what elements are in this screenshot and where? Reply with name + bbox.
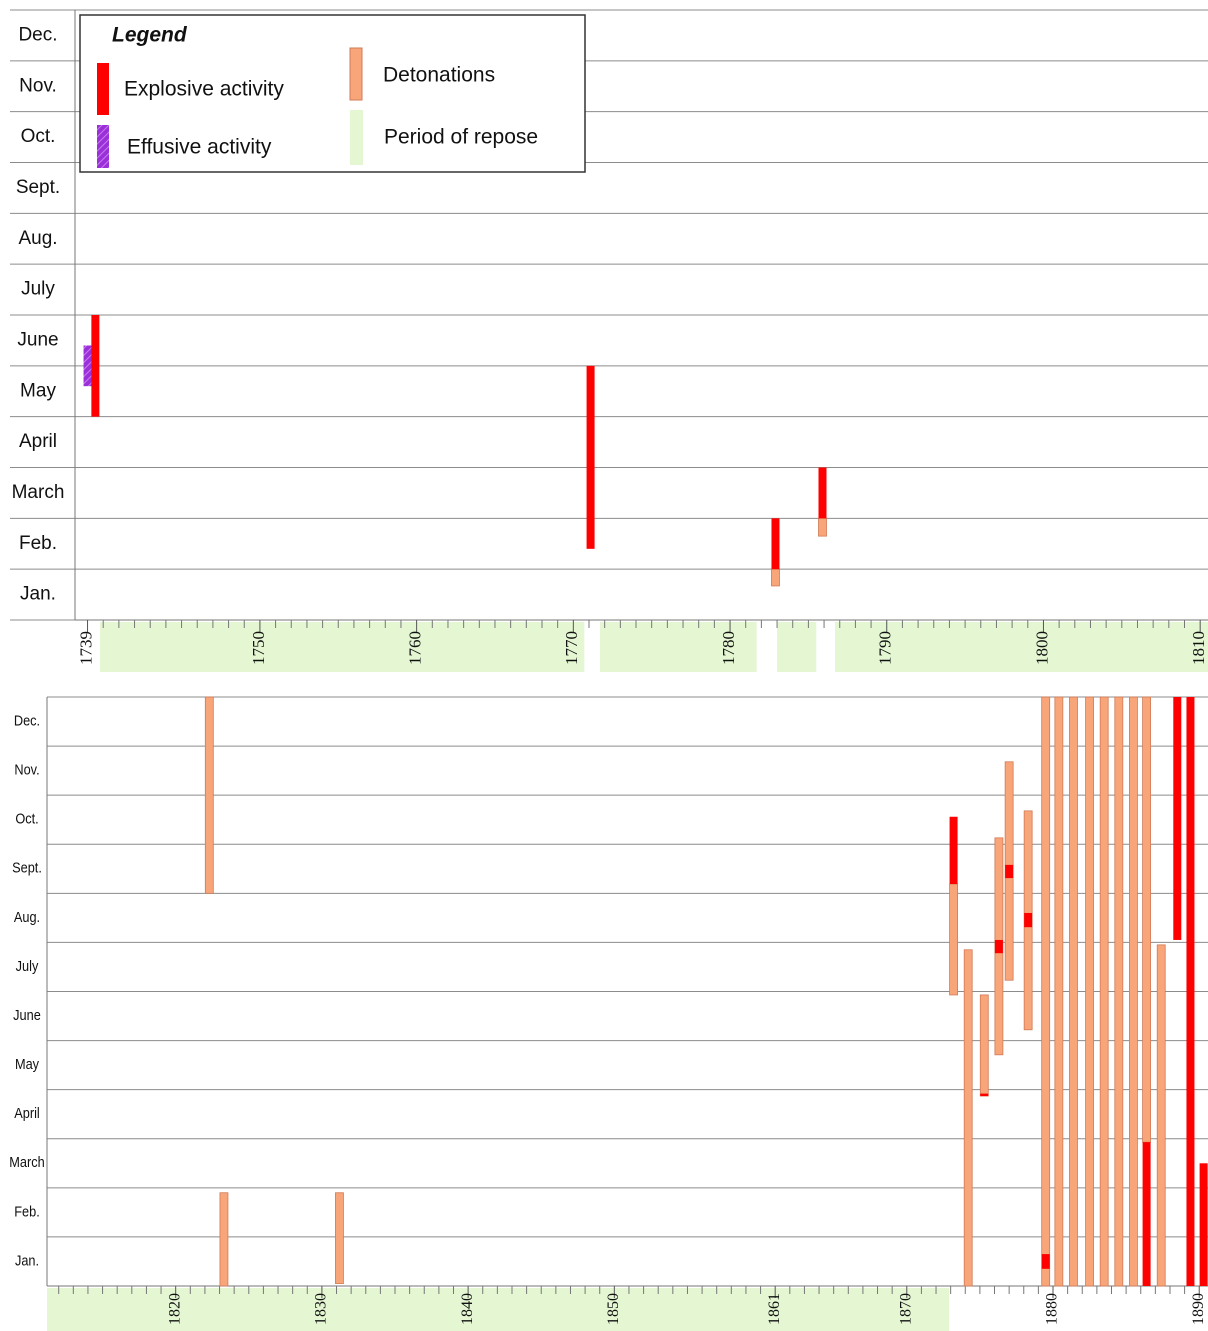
activity-bar [204, 696, 214, 894]
x-tick-label: 1820 [166, 1293, 183, 1325]
month-label: Sept. [16, 177, 60, 198]
month-label: Jan. [20, 584, 56, 605]
month-label: Oct. [21, 126, 56, 147]
month-label: Aug. [18, 228, 57, 249]
activity-bar [1085, 696, 1094, 1287]
activity-bar [771, 518, 780, 570]
activity-bar [979, 994, 989, 1097]
legend-swatch [97, 125, 109, 168]
repose-period [100, 622, 585, 672]
activity-bar [963, 949, 973, 1287]
activity-bar [586, 365, 595, 549]
repose-period [835, 622, 1208, 672]
x-tick-label: 1760 [406, 631, 425, 665]
month-label: Dec. [18, 24, 57, 45]
legend: Legend Explosive activity Effusive activit… [79, 14, 586, 173]
month-label: June [17, 329, 58, 350]
x-tick-label: 1739 [76, 631, 95, 665]
activity-bar [994, 939, 1003, 954]
legend-label: Detonations [383, 64, 495, 87]
month-label: Dec. [14, 711, 40, 728]
activity-bar [335, 1192, 344, 1284]
activity-bar [1186, 697, 1195, 1286]
month-label: Oct. [15, 810, 38, 827]
activity-bar [949, 883, 958, 996]
month-label: Nov. [14, 761, 39, 778]
x-tick-label: 1880 [1044, 1293, 1061, 1325]
activity-bar [1041, 696, 1051, 1287]
legend-box [79, 14, 586, 173]
month-label: May [20, 380, 56, 401]
month-label: Nov. [19, 75, 57, 96]
activity-bar [83, 345, 92, 387]
activity-bar [1041, 1254, 1050, 1269]
activity-bar [1099, 696, 1109, 1287]
activity-bar [1054, 696, 1064, 1287]
x-tick-label: 1870 [897, 1293, 914, 1325]
activity-bar [91, 315, 100, 417]
x-tick-label: 1790 [876, 631, 895, 665]
activity-bar [771, 568, 780, 587]
legend-label: Effusive activity [127, 136, 272, 159]
legend-swatch [97, 63, 109, 115]
activity-bar [1142, 1142, 1151, 1286]
activity-bar [1156, 944, 1166, 1287]
activity-bar [1173, 697, 1182, 940]
activity-bar [949, 816, 958, 885]
month-label: June [13, 1006, 41, 1023]
repose-period [47, 1288, 950, 1331]
x-tick-label: 1770 [562, 631, 581, 665]
activity-bar [1024, 912, 1033, 928]
x-tick-label: 1800 [1032, 631, 1051, 665]
month-label: April [14, 1104, 39, 1121]
activity-bar [1069, 696, 1078, 1287]
legend-title: Legend [112, 24, 188, 47]
activity-bar [818, 517, 827, 537]
month-label: Jan. [15, 1251, 39, 1268]
month-label: Aug. [14, 908, 40, 925]
x-tick-label: 1850 [605, 1293, 622, 1325]
legend-swatch [350, 110, 363, 165]
activity-bar [818, 467, 827, 519]
activity-bar [219, 1192, 229, 1287]
month-label: Feb. [19, 533, 57, 554]
month-label: Feb. [14, 1202, 39, 1219]
activity-bar [1129, 696, 1138, 1287]
legend-label: Explosive activity [124, 78, 284, 101]
month-label: May [15, 1055, 39, 1072]
activity-bar [1005, 864, 1014, 879]
activity-bar [980, 1093, 989, 1097]
x-tick-label: 1830 [313, 1293, 330, 1325]
month-label: March [9, 1153, 44, 1170]
x-tick-label: 1780 [719, 631, 738, 665]
month-label: July [16, 957, 39, 974]
repose-period [599, 622, 757, 672]
x-tick-label: 1861 [766, 1293, 783, 1325]
month-label: April [19, 431, 57, 452]
x-tick-label: 1750 [249, 631, 268, 665]
activity-bar [1114, 696, 1124, 1287]
activity-bar [1199, 1163, 1208, 1286]
x-tick-label: 1890 [1190, 1293, 1207, 1325]
legend-swatch [349, 47, 363, 101]
repose-period [777, 622, 817, 672]
month-label: Sept. [12, 859, 42, 876]
month-label: March [12, 482, 65, 503]
x-tick-label: 1840 [459, 1293, 476, 1325]
legend-label: Period of repose [384, 126, 538, 149]
x-tick-label: 1810 [1189, 631, 1208, 665]
activity-bar [1142, 696, 1151, 1143]
month-label: July [21, 279, 55, 300]
